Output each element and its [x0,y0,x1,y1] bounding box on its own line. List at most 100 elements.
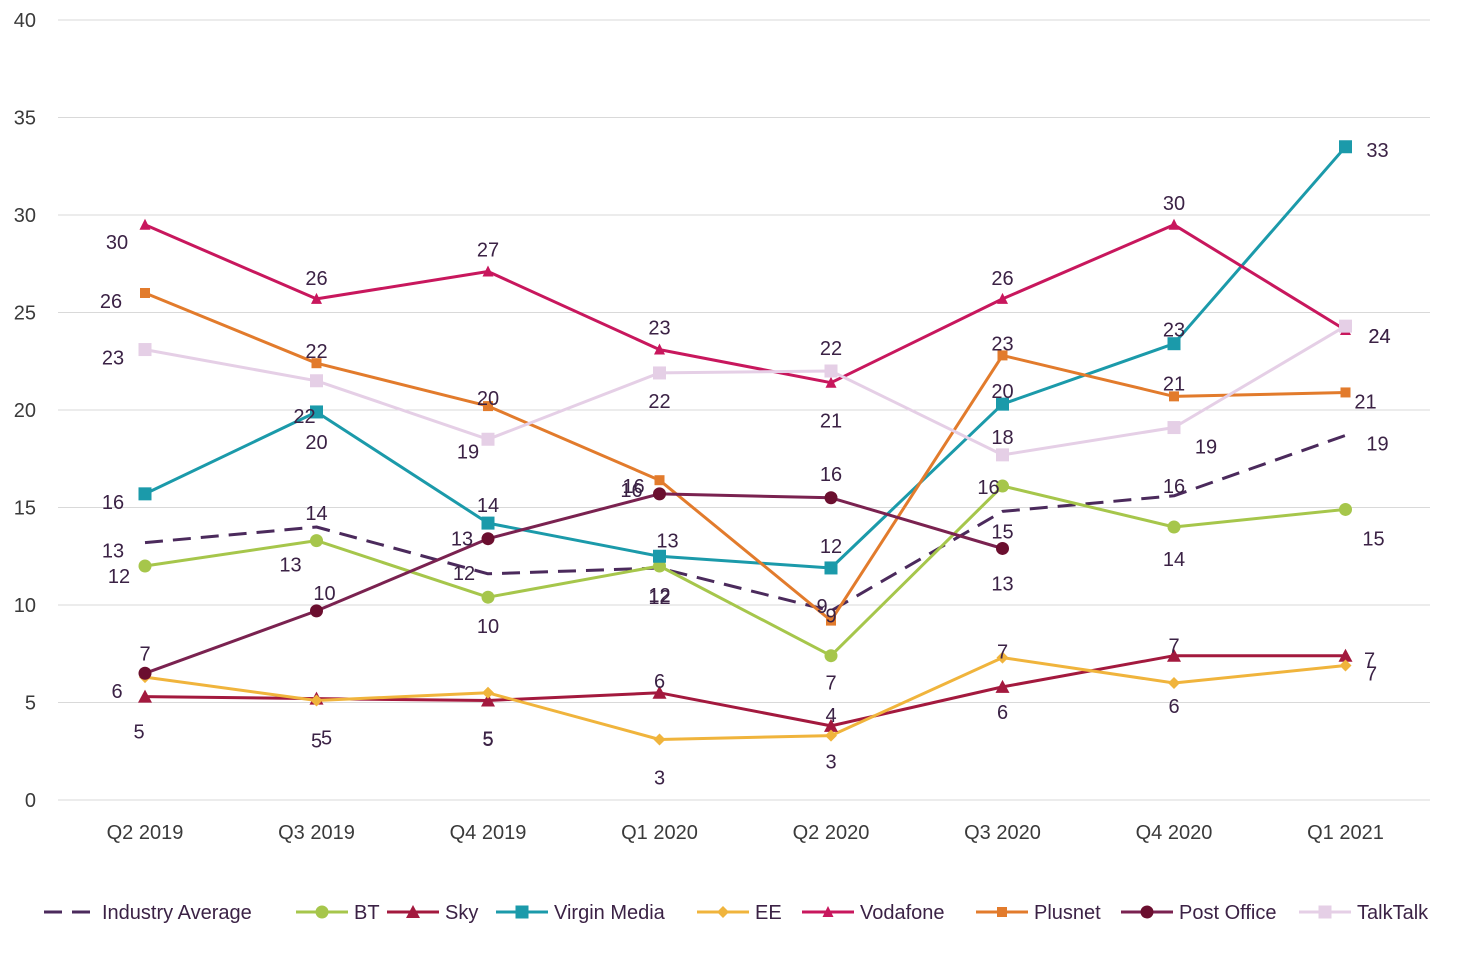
gridlines [58,19,1430,801]
data-point [824,561,838,575]
data-point [311,292,322,304]
data-point [996,651,1009,664]
x-axis-ticks: Q2 2019 Q3 2019 Q4 2019 Q1 2020 Q2 2020 Q3 20… [107,822,1384,844]
data-label: 16 [620,480,642,502]
data-label: 9 [816,596,827,618]
legend: Industry Average BT Sky Virgin Media EE Vodaf… [44,902,1429,924]
data-point [653,366,666,380]
x-tick-label: Q2 2019 [107,822,184,844]
data-point [1168,218,1180,230]
data-label: 21 [1163,373,1185,395]
legend-marker [997,907,1007,917]
data-point [311,358,322,369]
data-label: 7 [1168,636,1179,658]
data-point [1168,677,1180,689]
y-tick-label: 25 [14,303,36,325]
series-line [143,223,1347,385]
data-label: 20 [477,388,499,410]
legend-marker [515,905,529,919]
data-label: 18 [991,427,1013,449]
data-label: 16 [977,477,999,499]
data-point [996,448,1009,462]
legend-label: Plusnet [1034,902,1101,924]
data-point [997,350,1008,361]
data-label: 30 [106,232,128,254]
legend-marker [717,906,729,918]
data-point [481,590,495,604]
data-point [138,559,152,573]
data-label: 6 [997,702,1008,724]
legend-item: EE [697,902,782,924]
data-label: 26 [100,291,122,313]
data-point [310,405,323,419]
data-point [826,615,836,626]
data-point [1167,337,1181,351]
data-point [653,487,666,501]
legend-label: BT [354,902,380,924]
x-tick-label: Q1 2020 [621,822,698,844]
x-tick-label: Q4 2020 [1136,822,1213,844]
data-point [652,685,667,699]
data-label: 19 [457,441,479,463]
series-line [143,324,1347,457]
data-label: 15 [991,521,1013,543]
data-point [482,686,494,699]
data-point [996,479,1009,493]
data-label: 24 [1368,326,1390,348]
data-label: 12 [648,587,670,609]
legend-item: Plusnet [976,902,1101,924]
data-point [310,534,323,548]
data-point [138,666,152,680]
data-point [482,265,494,277]
data-label: 16 [1163,476,1185,498]
data-label: 23 [648,318,670,340]
data-point [824,491,838,505]
data-label: 14 [477,495,499,517]
data-label: 26 [305,268,327,290]
data-point [481,432,495,446]
series-line [143,291,1347,623]
data-label: 20 [305,432,327,454]
data-label: 23 [1163,320,1185,342]
data-label: 7 [997,642,1008,664]
y-tick-label: 0 [25,790,36,812]
legend-item: Post Office [1121,902,1276,924]
data-point [997,292,1008,304]
data-point [481,693,495,707]
data-label: 9 [825,606,836,628]
data-label: 12 [108,566,130,588]
data-point [1167,421,1181,435]
data-label: 22 [305,341,327,363]
data-label: 10 [477,616,499,638]
data-label: 7 [825,673,836,695]
data-label: 5 [482,729,493,751]
data-label: 16 [622,476,644,498]
data-point [653,549,666,563]
x-tick-label: Q2 2020 [793,822,870,844]
legend-label: Industry Average [102,902,252,924]
data-point [824,649,838,663]
legend-label: EE [755,902,782,924]
y-tick-label: 30 [14,205,36,227]
data-point [654,475,665,486]
data-label: 3 [825,752,836,774]
y-tick-label: 15 [14,498,36,520]
data-point [653,733,666,746]
series-line [144,433,1346,613]
series-line [143,145,1347,570]
data-label: 19 [1195,437,1217,459]
legend-item: TalkTalk [1299,902,1429,924]
data-label: 13 [656,530,678,552]
legend-label: Vodafone [860,902,945,924]
legend-item: Industry Average [44,902,252,924]
data-point [654,343,665,355]
legend-marker [1318,905,1332,919]
legend-marker [315,905,329,919]
legend-item: Virgin Media [496,902,666,924]
data-point [1339,502,1352,516]
data-point [1167,648,1181,662]
series-lines [143,145,1347,741]
legend-label: TalkTalk [1357,902,1429,924]
data-label: 5 [133,722,144,744]
data-point [1339,319,1352,333]
